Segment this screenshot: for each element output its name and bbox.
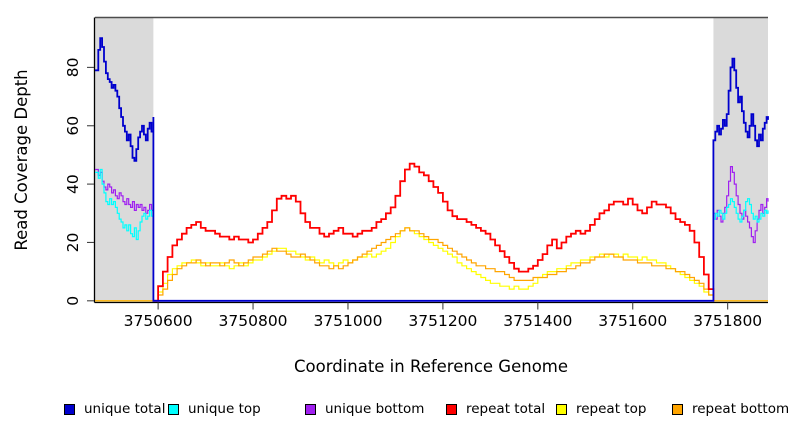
series-repeat-total [153,162,715,302]
y-tick-label: 0 [64,296,82,306]
legend: unique total unique top unique bottom repea… [0,401,792,419]
y-tick-label: 60 [64,116,82,136]
x-tick-label: 3750800 [219,312,288,330]
legend-label: repeat bottom [692,401,790,417]
plot-frame [93,16,768,304]
x-tick-label: 3751400 [503,312,572,330]
legend-swatch-unique-bottom [305,403,316,415]
series-lines [95,37,769,302]
y-axis-title: Read Coverage Depth [12,69,31,250]
legend-item-unique-bottom: unique bottom [305,401,424,417]
highlight-regions [95,18,768,303]
x-tick-label: 3751000 [313,312,382,330]
x-axis-title: Coordinate in Reference Genome [294,357,568,376]
legend-item-repeat-top: repeat top [556,401,646,417]
x-axis-ticks: 3750600 3750800 3751000 3751200 3751400 37516… [124,302,762,330]
x-tick-label: 3751200 [408,312,477,330]
x-tick-label: 3751600 [598,312,667,330]
legend-swatch-repeat-top [556,403,567,415]
x-tick-label: 3750600 [124,312,193,330]
legend-label: repeat top [576,401,647,417]
legend-label: repeat total [466,401,546,417]
series-repeat-bottom [95,227,768,302]
legend-swatch-repeat-total [446,403,457,415]
legend-item-unique-total: unique total [64,401,165,417]
legend-swatch-repeat-bottom [672,403,683,415]
legend-item-repeat-bottom: repeat bottom [672,401,789,417]
series-unique-top [95,168,769,302]
y-tick-label: 40 [64,174,82,194]
legend-label: unique total [84,401,166,417]
x-tick-label: 3751800 [693,312,762,330]
highlight-region [95,18,154,303]
legend-label: unique top [188,401,261,417]
y-tick-label: 20 [64,233,82,253]
series-unique-bottom [95,166,769,302]
legend-item-unique-top: unique top [168,401,261,417]
highlight-region [713,18,768,303]
legend-swatch-unique-top [168,403,179,415]
y-tick-label: 80 [64,58,82,78]
legend-label: unique bottom [325,401,425,417]
legend-swatch-unique-total [64,403,75,415]
y-axis-ticks: 0 20 40 60 80 [64,58,94,306]
legend-item-repeat-total: repeat total [446,401,545,417]
series-unique-total [95,37,769,302]
series-repeat-top [95,227,768,302]
